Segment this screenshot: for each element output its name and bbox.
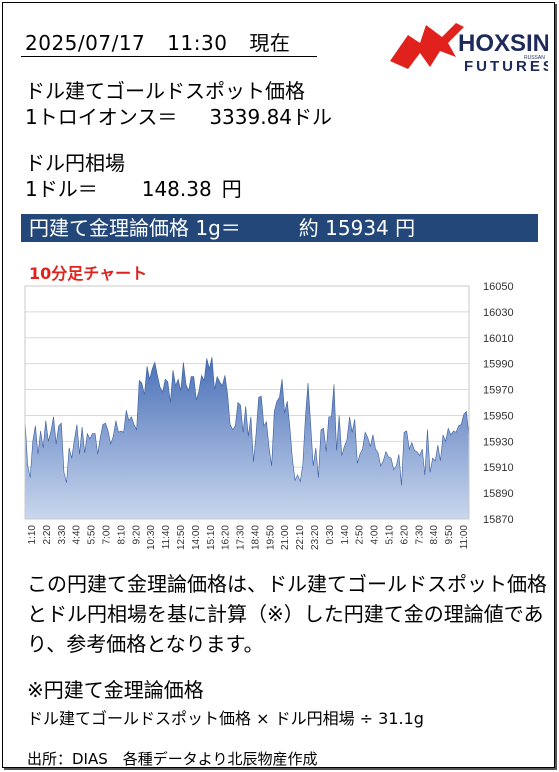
x-tick-label: 9:50 — [444, 525, 455, 545]
y-tick-label: 16030 — [483, 307, 514, 319]
x-tick-label: 8:10 — [116, 525, 127, 545]
fx-label: ドル円相場 — [25, 151, 125, 175]
x-tick-label: 21:00 — [280, 525, 291, 550]
fx-row: 1ドル＝ 148.38 円 — [25, 173, 242, 202]
price-chart: 15870 15890 15910 15930 15950 15970 15990 16010… — [24, 281, 514, 550]
plot-border — [24, 285, 470, 520]
x-tick-label: 18:40 — [250, 525, 261, 550]
date-text: 2025/07/17 — [25, 31, 146, 55]
x-tick-label: 16:20 — [221, 525, 232, 550]
x-tick-label: 11:00 — [459, 525, 470, 550]
x-tick-label: 8:40 — [429, 525, 440, 545]
formula-text: ドル建てゴールドスポット価格 × ドル円相場 ÷ 31.1g — [27, 709, 424, 728]
gold-spot-row: 1トロイオンス＝ 3339.84ドル — [25, 101, 332, 130]
logo-mark: HOXSIN RUSSAN FUTURES — [390, 23, 553, 75]
x-tick-label: 3:30 — [57, 525, 68, 545]
description-text: この円建て金理論価格は、ドル建てゴールドスポット価格とドル円相場を基に計算（※）… — [27, 572, 547, 656]
y-tick-label: 15930 — [483, 436, 514, 448]
y-tick-label: 16010 — [483, 333, 514, 345]
x-tick-label: 23:20 — [310, 525, 321, 550]
x-tick-label: 5:10 — [385, 525, 396, 545]
y-tick-label: 15910 — [483, 462, 514, 474]
price-area-series — [24, 357, 470, 520]
y-tick-label: 15870 — [483, 514, 514, 526]
x-tick-label: 4:40 — [72, 525, 83, 545]
x-tick-label: 12:50 — [176, 525, 187, 550]
banner-value: 15934 — [325, 216, 389, 240]
hoxsin-logo: HOXSIN RUSSAN FUTURES — [386, 17, 553, 77]
x-tick-label: 22:10 — [295, 525, 306, 550]
logo-swoosh — [390, 23, 464, 69]
logo-brand-text: HOXSIN — [458, 30, 548, 57]
fx-currency: 円 — [221, 177, 242, 201]
y-tick-label: 15990 — [483, 359, 514, 371]
theoretical-price-banner: 円建て金理論価格 1g＝ 約 15934 円 — [21, 214, 538, 242]
x-tick-label: 4:00 — [370, 525, 381, 545]
banner-text: 円建て金理論価格 1g＝ — [29, 216, 241, 240]
y-tick-label: 15890 — [483, 488, 514, 500]
y-tick-label: 16050 — [483, 281, 514, 293]
x-tick-label: 14:00 — [191, 525, 202, 550]
x-tick-label: 1:40 — [340, 525, 351, 545]
x-tick-label: 10:30 — [146, 525, 157, 550]
x-tick-label: 2:50 — [355, 525, 366, 545]
now-label: 現在 — [249, 31, 291, 55]
logo-small-text: RUSSAN — [524, 55, 545, 61]
fx-unit-label: 1ドル＝ — [25, 177, 98, 201]
gold-spot-label: ドル建てゴールドスポット価格 — [25, 79, 305, 103]
x-tick-label: 5:50 — [87, 525, 98, 545]
logo-sub-text: FUTURES — [464, 58, 548, 75]
x-tick-label: 6:20 — [399, 525, 410, 545]
x-tick-label: 11:40 — [161, 525, 172, 550]
source-text: 出所：DIAS 各種データより北辰物産作成 — [27, 750, 318, 768]
x-tick-label: 15:10 — [206, 525, 217, 550]
y-tick-label: 15970 — [483, 385, 514, 397]
gold-unit-label: 1トロイオンス＝ — [25, 105, 178, 129]
x-axis-ticks: 1:10 2:20 3:30 4:40 5:50 7:00 8:10 9:20 10:30 11:… — [27, 525, 470, 550]
fx-value: 148.38 — [141, 177, 212, 201]
x-tick-label: 2:20 — [42, 525, 53, 545]
note-title: ※円建て金理論価格 — [27, 678, 204, 702]
datetime-header: 2025/07/17 11:30 現在 — [21, 27, 317, 57]
x-tick-label: 7:00 — [101, 525, 112, 545]
y-tick-label: 15950 — [483, 410, 514, 422]
time-text: 11:30 — [167, 31, 228, 55]
banner-currency: 円 — [395, 216, 416, 240]
x-tick-label: 9:20 — [131, 525, 142, 545]
y-axis-ticks: 15870 15890 15910 15930 15950 15970 15990 16010… — [483, 281, 514, 526]
gold-spot-value: 3339.84 — [209, 105, 293, 129]
x-tick-label: 0:30 — [325, 525, 336, 545]
gold-currency: ドル — [292, 105, 333, 129]
chart-title: 10分足チャート — [29, 264, 148, 283]
x-tick-label: 1:10 — [27, 525, 38, 545]
x-tick-label: 7:30 — [414, 525, 425, 545]
banner-approx: 約 — [298, 216, 319, 240]
x-tick-label: 19:50 — [265, 525, 276, 550]
x-tick-label: 17:30 — [236, 525, 247, 550]
